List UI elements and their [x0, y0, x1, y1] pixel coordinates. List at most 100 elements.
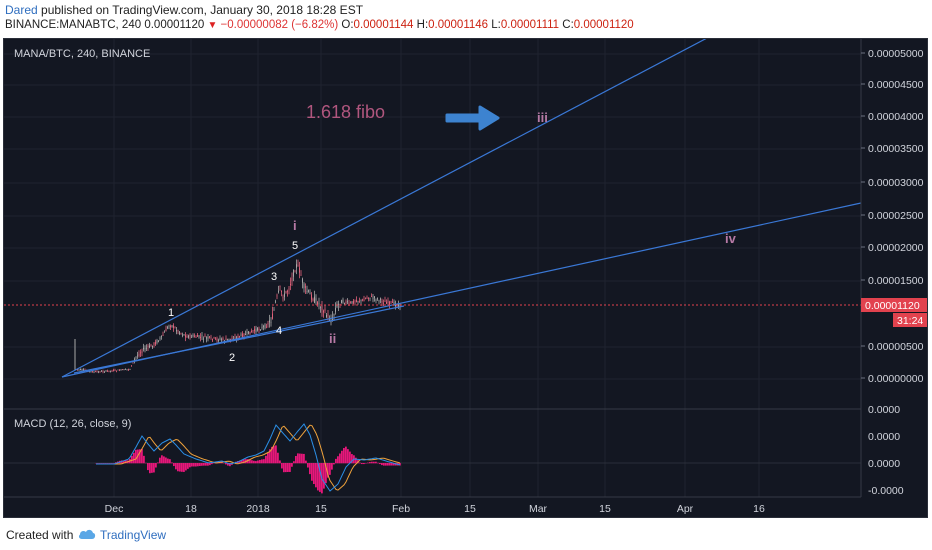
macd-histogram-bar	[195, 463, 197, 467]
high-value: 0.00001146	[428, 19, 489, 31]
candle-body	[299, 267, 300, 273]
macd-histogram-bar	[171, 462, 173, 464]
candle-body	[102, 371, 104, 372]
lower-trendline[interactable]	[73, 305, 405, 374]
wave-2-label: 2	[229, 352, 235, 364]
macd-axis[interactable]: 0.0000 0.0000 0.0000 -0.0000	[868, 404, 904, 497]
candle-body	[348, 302, 350, 304]
candle-body	[125, 368, 126, 370]
macd-histogram-bar	[123, 460, 125, 464]
candle-body	[191, 336, 192, 338]
candle-body	[296, 264, 297, 268]
candle-body	[159, 337, 161, 339]
macd-histogram-bar	[173, 463, 175, 467]
wave-5-label: 5	[292, 240, 298, 252]
low-value: 0.00001111	[500, 19, 560, 31]
macd-histogram-bar	[247, 459, 249, 464]
candle-body	[366, 297, 368, 299]
candle-body	[120, 369, 122, 371]
macd-histogram-bar	[191, 463, 193, 467]
candle-body	[398, 304, 399, 307]
price-tick-label: 0.00000500	[868, 341, 924, 353]
candle-body	[306, 291, 308, 292]
candle-body	[308, 290, 309, 292]
macd-histogram-bar	[209, 463, 211, 466]
candle-body	[161, 335, 162, 337]
candle-body	[314, 296, 315, 303]
macd-histogram-bar	[383, 463, 385, 466]
macd-pane	[4, 423, 861, 494]
candle-body	[188, 335, 189, 338]
candle-body	[230, 338, 231, 340]
macd-histogram-bar	[157, 462, 159, 464]
candle-body	[255, 329, 257, 332]
chart-svg[interactable]: 1.618 fibo iii i iv ii 1 2 3 4 5 MANA/BT…	[4, 39, 929, 519]
macd-histogram-bar	[243, 459, 245, 464]
candle-body	[365, 298, 366, 300]
candle-body	[212, 338, 213, 341]
macd-histogram-bar	[387, 463, 389, 466]
candle-body	[341, 300, 342, 304]
candle-body	[372, 297, 374, 299]
candle-body	[369, 297, 371, 299]
macd-histogram-bar	[251, 460, 253, 464]
candle-body	[186, 335, 188, 338]
candle-body	[266, 326, 267, 328]
macd-histogram-bar	[327, 463, 329, 478]
macd-histogram-bar	[147, 463, 149, 471]
candle-body	[194, 335, 195, 337]
candle-body	[192, 335, 194, 337]
candle-body	[152, 345, 153, 348]
candle-body	[177, 330, 179, 332]
candle-body	[375, 300, 377, 301]
macd-tick-label: 0.0000	[868, 458, 900, 470]
candle-body	[95, 371, 96, 373]
macd-histogram-bar	[189, 463, 191, 468]
candle-body	[227, 338, 228, 340]
candle-body	[393, 301, 395, 306]
high-label: H:	[416, 19, 429, 31]
macd-histogram-bar	[205, 463, 207, 466]
candle-body	[270, 321, 272, 323]
candle-body	[267, 323, 269, 325]
wave-i-label: i	[293, 218, 297, 233]
macd-histogram-bar	[275, 445, 277, 464]
wave-4-label: 4	[276, 325, 282, 337]
price-tick-label: 0.00004500	[868, 79, 924, 91]
candle-body	[119, 370, 120, 372]
macd-histogram-bar	[339, 453, 341, 464]
candle-body	[149, 345, 150, 348]
macd-tick-label: -0.0000	[868, 485, 904, 497]
candle-body	[165, 329, 167, 332]
macd-histogram-bar	[133, 452, 135, 464]
chart-area[interactable]: 1.618 fibo iii i iv ii 1 2 3 4 5 MANA/BT…	[3, 38, 928, 518]
macd-line	[96, 423, 401, 492]
author-link[interactable]: Dared	[5, 3, 38, 17]
candle-body	[116, 370, 117, 372]
grid	[4, 39, 861, 497]
created-with-text: Created with	[6, 528, 74, 542]
signal-line	[96, 424, 401, 491]
tradingview-brand-link[interactable]: TradingView	[100, 528, 167, 542]
candle-body	[273, 309, 275, 311]
macd-histogram-bar	[155, 463, 157, 468]
upper-trendline[interactable]	[61, 39, 709, 378]
candle-body	[225, 338, 227, 340]
candle-body	[305, 286, 306, 288]
candle-body	[185, 335, 186, 338]
macd-histogram-bar	[359, 462, 361, 464]
time-axis[interactable]: Dec 18 2018 15 Feb 15 Mar 15 Apr 16	[105, 503, 765, 515]
candle-body	[174, 327, 176, 329]
price-axis[interactable]: 0.00005000 0.00004500 0.00004000 0.00003500…	[861, 48, 924, 385]
candle-body	[201, 335, 203, 337]
candle-body	[344, 302, 345, 304]
candle-body	[362, 299, 363, 301]
candle-body	[320, 306, 321, 308]
macd-histogram-bar	[277, 452, 279, 464]
candle-body	[138, 353, 140, 356]
macd-histogram-bar	[259, 459, 261, 464]
candle-body	[83, 369, 84, 371]
candle-body	[281, 290, 282, 293]
macd-histogram-bar	[153, 463, 155, 473]
macd-histogram-bar	[141, 449, 143, 464]
